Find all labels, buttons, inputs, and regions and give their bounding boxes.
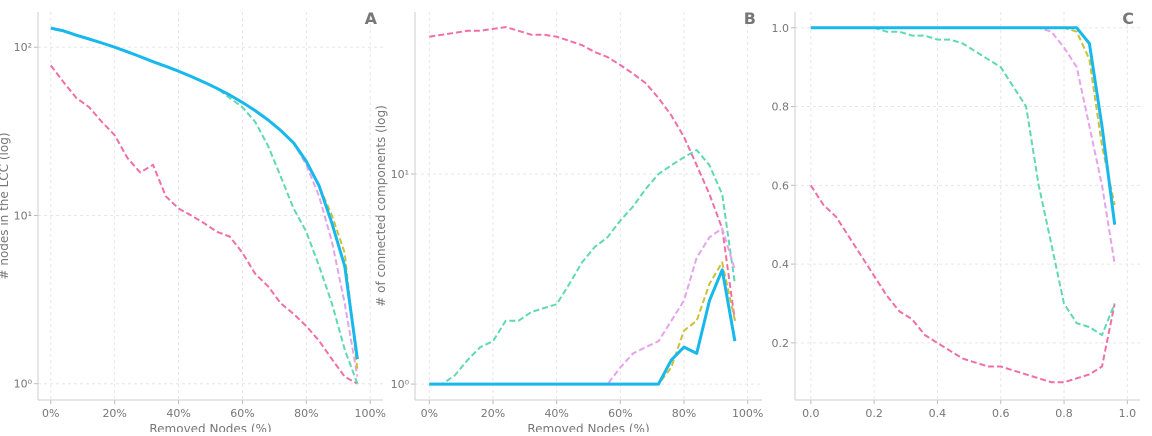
x-tick-label: 20% xyxy=(481,407,505,420)
series-line xyxy=(810,26,1116,265)
x-tick-label: 80% xyxy=(672,407,696,420)
series-line xyxy=(429,268,737,386)
series-line xyxy=(809,184,1116,384)
x-axis-label: Removed Nodes (%) xyxy=(527,422,649,432)
x-tick-label: 80% xyxy=(294,407,318,420)
x-tick-label: 0.8 xyxy=(1055,407,1073,420)
y-axis-label: # of connected components (log) xyxy=(374,105,388,307)
series-line xyxy=(429,261,736,386)
x-tick-label: 1.0 xyxy=(1119,407,1137,420)
y-tick-label: 10¹ xyxy=(14,209,32,222)
x-tick-label: 60% xyxy=(608,407,632,420)
x-tick-label: 40% xyxy=(544,407,568,420)
y-tick-label: 10⁰ xyxy=(14,378,33,391)
x-tick-label: 0.6 xyxy=(992,407,1010,420)
series-line xyxy=(810,26,1116,206)
series-line xyxy=(50,26,359,360)
series-line xyxy=(50,27,359,371)
series-line xyxy=(429,149,736,386)
series-line xyxy=(429,227,736,386)
x-tick-label: 0.0 xyxy=(802,407,820,420)
y-tick-label: 0.6 xyxy=(772,179,790,192)
y-tick-label: 10¹ xyxy=(391,168,409,181)
x-tick-label: 60% xyxy=(230,407,254,420)
x-tick-label: 0.4 xyxy=(929,407,947,420)
x-tick-label: 100% xyxy=(732,407,763,420)
y-tick-label: 1.0 xyxy=(772,22,790,35)
panel-label: C xyxy=(1122,9,1134,28)
x-tick-label: 0% xyxy=(42,407,59,420)
panel-label: B xyxy=(744,9,756,28)
x-tick-label: 40% xyxy=(166,407,190,420)
x-tick-label: 0% xyxy=(421,407,438,420)
y-tick-label: 0.4 xyxy=(772,258,790,271)
series-line xyxy=(50,64,358,385)
y-tick-label: 0.2 xyxy=(772,337,790,350)
x-tick-label: 0.2 xyxy=(865,407,883,420)
y-tick-label: 10² xyxy=(14,41,32,54)
y-tick-label: 0.8 xyxy=(772,101,790,114)
x-axis-label: Removed Nodes (%) xyxy=(149,422,271,432)
series-line xyxy=(50,27,359,377)
series-line xyxy=(429,26,736,321)
series-line xyxy=(810,26,1117,225)
series-line xyxy=(810,26,1116,336)
panel-label: A xyxy=(365,9,378,28)
x-tick-label: 100% xyxy=(354,407,385,420)
y-tick-label: 10⁰ xyxy=(391,378,410,391)
y-axis-label: # nodes in the LCC (log) xyxy=(0,132,11,279)
x-tick-label: 20% xyxy=(102,407,126,420)
